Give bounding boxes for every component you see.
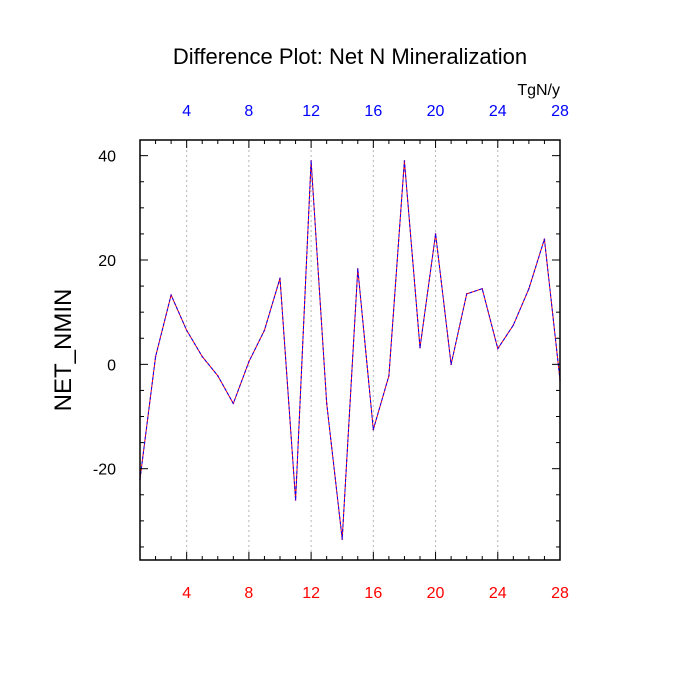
data-point-18 [403, 160, 406, 162]
data-point-13 [325, 402, 328, 405]
data-point-7 [232, 402, 235, 405]
x-tick-label-top-16: 16 [364, 103, 382, 120]
x-tick-label-top-4: 4 [182, 103, 191, 120]
data-series [139, 160, 561, 540]
x-tick-label-top-20: 20 [427, 103, 445, 120]
axis-ticks [139, 140, 561, 560]
data-point-22 [465, 293, 468, 295]
x-tick-label-bottom-24: 24 [489, 585, 507, 602]
data-point-6 [216, 375, 219, 377]
data-point-14 [341, 538, 344, 540]
data-point-19 [419, 346, 421, 349]
data-point-25 [512, 324, 515, 327]
data-point-15 [356, 268, 359, 270]
plot-frame [139, 139, 561, 561]
data-point-9 [263, 329, 266, 332]
data-point-10 [279, 277, 281, 280]
y-tick-label-40: 40 [98, 149, 116, 166]
grid-lines [186, 140, 499, 560]
data-point-12 [310, 160, 312, 162]
data-point-20 [434, 233, 437, 235]
x-tick-label-top-8: 8 [244, 103, 253, 120]
data-point-16 [372, 428, 375, 431]
data-point-17 [388, 375, 390, 377]
x-tick-label-top-24: 24 [489, 103, 507, 120]
series-line-base [139, 160, 561, 540]
x-tick-label-bottom-8: 8 [244, 585, 253, 602]
y-tick-label--20: -20 [93, 462, 116, 479]
data-point-26 [528, 287, 530, 290]
x-tick-label-top-28: 28 [551, 103, 569, 120]
data-point-5 [201, 355, 204, 358]
data-point-21 [450, 363, 452, 366]
y-tick-label-0: 0 [107, 357, 116, 374]
data-point-11 [294, 499, 297, 501]
x-tick-label-bottom-4: 4 [182, 585, 191, 602]
chart-title: Difference Plot: Net N Mineralization [173, 44, 527, 69]
data-point-2 [154, 355, 157, 358]
x-tick-label-bottom-12: 12 [302, 585, 320, 602]
data-point-3 [170, 294, 172, 296]
y-tick-label-20: 20 [98, 253, 116, 270]
x-tick-label-top-12: 12 [302, 103, 320, 120]
data-point-4 [185, 329, 188, 332]
x-tick-label-bottom-28: 28 [551, 585, 569, 602]
data-point-8 [248, 360, 250, 363]
data-point-23 [481, 287, 484, 290]
x-tick-label-bottom-20: 20 [427, 585, 445, 602]
data-point-24 [496, 347, 499, 350]
series-line-dashed [139, 160, 561, 540]
data-point-27 [543, 238, 546, 240]
units-label: TgN/y [517, 82, 560, 99]
y-axis-label: NET_NMIN [50, 289, 77, 412]
x-tick-label-bottom-16: 16 [364, 585, 382, 602]
tick-labels: 4 4 8 8 12 12 16 16 20 20 24 24 28 28 -20 0 20 40 [93, 103, 569, 602]
